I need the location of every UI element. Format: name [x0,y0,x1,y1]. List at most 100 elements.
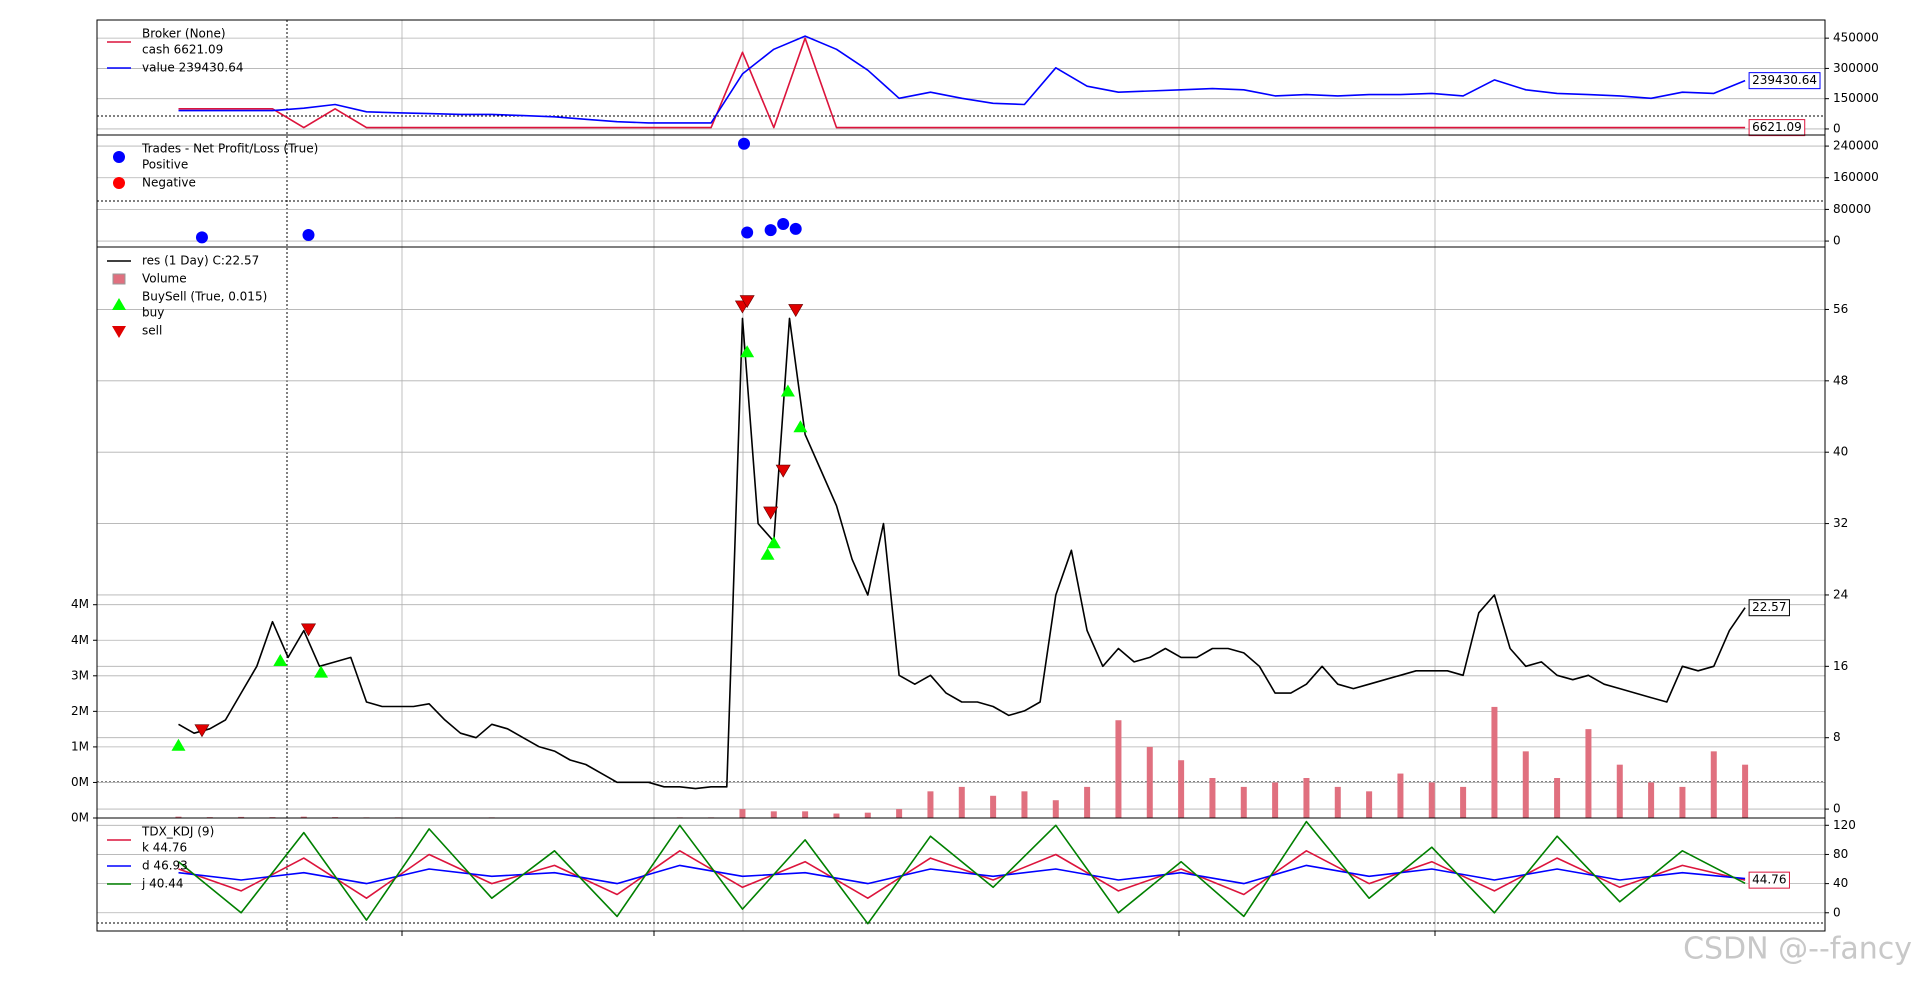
legend-swatch [112,298,126,310]
y2-tick-label: 0M [71,775,89,789]
labels: 0 8 16 24 32 40 48 56 0M 0M 1M 2M 3M 4M 4M 22.57 res (1 … [71,246,1848,825]
volume-bar [1679,786,1686,818]
volume-bar [958,786,965,818]
y2-tick-label: 2M [71,704,89,718]
y2-tick-label: 4M [71,633,89,647]
legend-label: k 44.76 [142,841,187,855]
volume-bar [927,791,934,818]
y-tick-label: 16 [1833,659,1848,673]
value-tag: 22.57 [1752,600,1786,614]
labels: 0 40 80 120 44.76 TDX_KDJ (9) k 44.76 d 46.93 j … [96,817,1856,932]
y-tick-label: 0 [1833,905,1841,919]
legend-group-title: BuySell (True, 0.015) [142,290,267,304]
layout [97,20,1825,936]
y-tick-label: 80 [1833,847,1848,861]
grid [97,824,1825,914]
y-tick-label: 300000 [1833,61,1879,75]
legend-group-title: Trades - Net Profit/Loss (True) [141,142,318,156]
volume-bar [1084,786,1091,818]
volume-bar [1052,800,1059,818]
bars [175,706,1749,818]
y2-tick-label: 0M [71,811,89,825]
buy-marker [780,384,795,397]
y-tick-label: 160000 [1833,170,1879,184]
sell-marker [775,464,791,478]
trade-marker [741,226,754,239]
y-tick-label: 450000 [1833,31,1879,45]
sell-marker [788,304,804,318]
trade-marker [195,231,208,244]
y-tick-label: 240000 [1833,139,1879,153]
buy-marker [760,547,775,560]
legend-label: Negative [142,176,196,190]
trade-marker [789,222,802,235]
line-series [178,37,1746,129]
grid [97,145,1825,242]
y-tick-label: 0 [1833,121,1841,135]
y-tick-label: 48 [1833,373,1848,387]
legend-swatch [112,326,126,338]
volume-bar [1178,760,1185,818]
buy-marker [740,345,755,358]
y-tick-label: 32 [1833,516,1848,530]
line-series [177,820,1746,925]
y-tick-label: 0 [1833,802,1841,816]
value-tag-box [1748,599,1790,617]
y2-tick-label: 1M [71,739,89,753]
panel: 0 8 16 24 32 40 48 56 0M 0M 1M 2M 3M 4M 4M 22.57 res (1 … [71,246,1848,825]
watermark: CSDN @--fancy [1683,932,1912,967]
volume-bar [770,811,777,818]
volume-bar [1209,778,1216,818]
volume-bar [175,816,182,818]
volume-bar [1554,778,1561,818]
labels: 0 80000 160000 240000 Trades - Net Profit/Lo… [96,134,1879,248]
buy-marker [171,738,186,751]
markers [195,137,802,244]
volume-bar [1021,791,1028,818]
markers [171,295,808,751]
volume-bar [1303,778,1310,818]
legend-group-title: Broker (None) [142,27,226,41]
legend-swatch [113,177,125,189]
legend-label: d 46.93 [142,859,188,873]
volume-bar [1115,720,1122,818]
volume-bar [300,816,307,818]
buy-marker [273,653,288,666]
sell-marker [763,506,779,520]
volume-bar [1240,786,1247,818]
volume-bar [1428,782,1435,818]
volume-bar [833,813,840,818]
value-tag-box [1748,871,1790,889]
sell-marker [739,295,755,309]
sell-marker [194,724,210,738]
legend-label: value 239430.64 [142,61,243,75]
volume-bar [1742,764,1749,818]
buy-marker [766,536,781,549]
volume-bar [1366,791,1373,818]
volume-bar [990,795,997,818]
y-tick-label: 40 [1833,876,1848,890]
lines [177,820,1746,925]
legend-group-title: TDX_KDJ (9) [141,825,214,839]
y-tick-label: 150000 [1833,91,1879,105]
legend-label: Volume [142,272,187,286]
legend-label: Positive [142,158,188,172]
volume-bar [1710,751,1717,818]
legend-swatch [113,151,125,163]
volume-bar [1616,764,1623,818]
line-series [178,35,1746,124]
legend-label: j 40.44 [141,877,184,891]
trade-marker [738,137,751,150]
y2-tick-label: 3M [71,668,89,682]
y-tick-label: 8 [1833,730,1841,744]
value-tag-box [1748,72,1821,90]
y-tick-label: 80000 [1833,202,1871,216]
legend-label: cash 6621.09 [142,43,223,57]
value-tag: 44.76 [1752,873,1786,887]
lines [178,35,1746,129]
volume-bar [1491,706,1498,818]
y-tick-label: 56 [1833,302,1848,316]
volume-bar [1272,782,1279,818]
y-tick-label: 24 [1833,587,1848,601]
